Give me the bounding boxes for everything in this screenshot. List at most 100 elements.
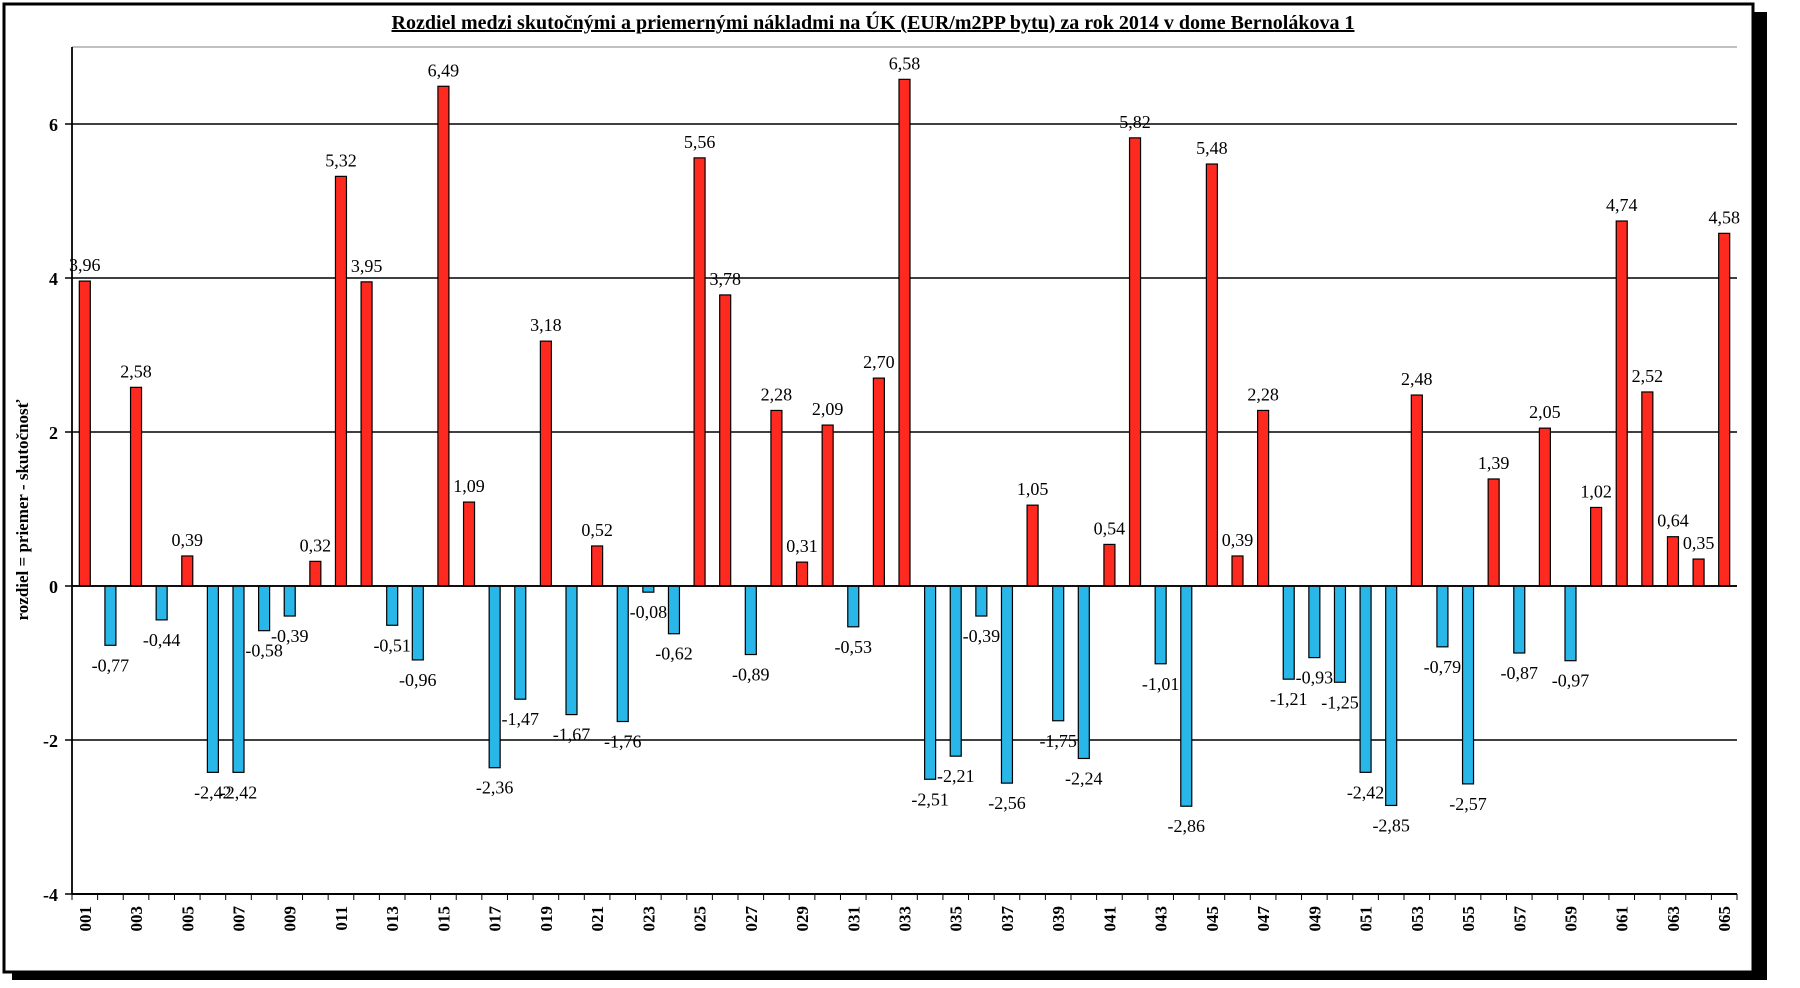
bar-035 [949, 585, 962, 757]
bar-002 [104, 585, 117, 646]
bar-017 [488, 585, 501, 769]
data-label-031: -0,53 [835, 637, 873, 657]
data-label-046: 0,39 [1222, 530, 1254, 550]
bar-028 [770, 409, 783, 587]
data-label-012: 3,95 [351, 256, 383, 276]
bar-022 [616, 585, 629, 723]
bar-019 [539, 340, 552, 587]
bar-025 [693, 157, 706, 587]
bar-050 [1333, 585, 1347, 683]
bar-027 [744, 585, 757, 656]
y-tick-label: -4 [43, 885, 58, 905]
data-label-013: -0,51 [373, 635, 411, 655]
bar-015 [437, 85, 450, 587]
data-label-032: 2,70 [863, 352, 895, 372]
data-label-027: -0,89 [732, 665, 770, 685]
data-label-014: -0,96 [399, 670, 437, 690]
bar-040 [1077, 585, 1090, 760]
data-label-036: -0,39 [963, 626, 1001, 646]
x-tick-label-047: 047 [1254, 906, 1273, 932]
data-label-005: 0,39 [172, 530, 204, 550]
bar-031 [847, 585, 860, 628]
data-label-029: 0,31 [786, 536, 818, 556]
data-label-001: 3,96 [69, 255, 101, 275]
data-label-002: -0,77 [92, 655, 130, 675]
x-tick-label-061: 061 [1613, 906, 1632, 932]
bar-041 [1103, 543, 1116, 587]
bar-006 [206, 585, 219, 773]
bar-004 [155, 585, 168, 621]
data-label-030: 2,09 [812, 399, 844, 419]
data-label-006: -2,42 [194, 782, 232, 802]
bar-057 [1513, 585, 1526, 654]
x-tick-label-005: 005 [178, 906, 197, 932]
data-label-061: 4,74 [1606, 195, 1638, 215]
bar-065 [1718, 232, 1731, 587]
y-tick-label: 6 [49, 115, 58, 135]
frame-shadow-bottom [12, 972, 1767, 980]
x-tick-label-037: 037 [998, 906, 1017, 932]
data-label-021: 0,52 [581, 520, 613, 540]
axes [65, 47, 1738, 900]
data-labels: 3,96-0,772,58-0,440,39-2,42-2,42-0,58-0,… [69, 53, 1740, 836]
x-tick-label-063: 063 [1664, 906, 1683, 932]
bar-058 [1538, 427, 1551, 587]
data-label-033: 6,58 [889, 53, 921, 73]
bar-064 [1692, 558, 1705, 587]
bar-010 [309, 560, 322, 587]
bar-051 [1359, 585, 1372, 773]
data-label-052: -2,85 [1372, 815, 1410, 835]
data-label-048: -1,21 [1270, 689, 1308, 709]
bar-030 [821, 424, 834, 587]
bar-026 [719, 294, 732, 587]
data-label-020: -1,67 [553, 725, 591, 745]
data-label-039: -1,75 [1039, 731, 1077, 751]
bar-038 [1026, 504, 1039, 587]
x-tick-label-007: 007 [230, 906, 249, 932]
data-label-065: 4,58 [1708, 207, 1740, 227]
bar-055 [1461, 585, 1475, 785]
data-label-038: 1,05 [1017, 479, 1049, 499]
data-label-062: 2,52 [1632, 366, 1664, 386]
bar-061 [1615, 220, 1628, 587]
x-tick-label-057: 057 [1510, 906, 1529, 932]
y-tick-labels: -4 -2 0 2 4 6 [43, 115, 58, 905]
bar-046 [1231, 555, 1244, 587]
x-tick-label-039: 039 [1049, 906, 1068, 932]
bar-012 [360, 281, 373, 587]
bar-062 [1641, 391, 1654, 587]
x-tick-label-045: 045 [1203, 906, 1222, 932]
x-tick-label-017: 017 [486, 906, 505, 932]
x-tick-labels: 001 003 005 007 009 011 013 015 017 019 021 023 025 0… [76, 906, 1734, 932]
data-label-025: 5,56 [684, 132, 716, 152]
data-label-057: -0,87 [1501, 663, 1539, 683]
x-tick-label-023: 023 [639, 906, 658, 932]
data-label-047: 2,28 [1247, 384, 1279, 404]
y-tick-label: 2 [49, 423, 58, 443]
data-label-041: 0,54 [1094, 518, 1126, 538]
x-tick-label-027: 027 [742, 906, 761, 932]
data-label-063: 0,64 [1657, 511, 1689, 531]
bar-043 [1154, 585, 1167, 665]
y-tick-label: 4 [49, 269, 58, 289]
x-tick-label-051: 051 [1357, 906, 1376, 932]
x-tick-label-053: 053 [1408, 906, 1427, 932]
bar-003 [129, 386, 143, 587]
bar-054 [1436, 585, 1449, 648]
data-label-051: -2,42 [1347, 782, 1385, 802]
x-tick-label-055: 055 [1459, 906, 1478, 932]
data-label-037: -2,56 [988, 793, 1026, 813]
bar-032 [872, 377, 885, 587]
data-label-016: 1,09 [453, 476, 485, 496]
bar-018 [514, 585, 527, 700]
bar-033 [898, 78, 911, 587]
bar-020 [565, 585, 578, 716]
data-label-015: 6,49 [428, 60, 460, 80]
x-tick-label-019: 019 [537, 906, 556, 932]
bar-042 [1128, 137, 1142, 587]
data-label-004: -0,44 [143, 630, 181, 650]
bar-056 [1487, 478, 1500, 587]
x-tick-label-041: 041 [1100, 906, 1119, 932]
data-label-042: 5,82 [1119, 112, 1151, 132]
